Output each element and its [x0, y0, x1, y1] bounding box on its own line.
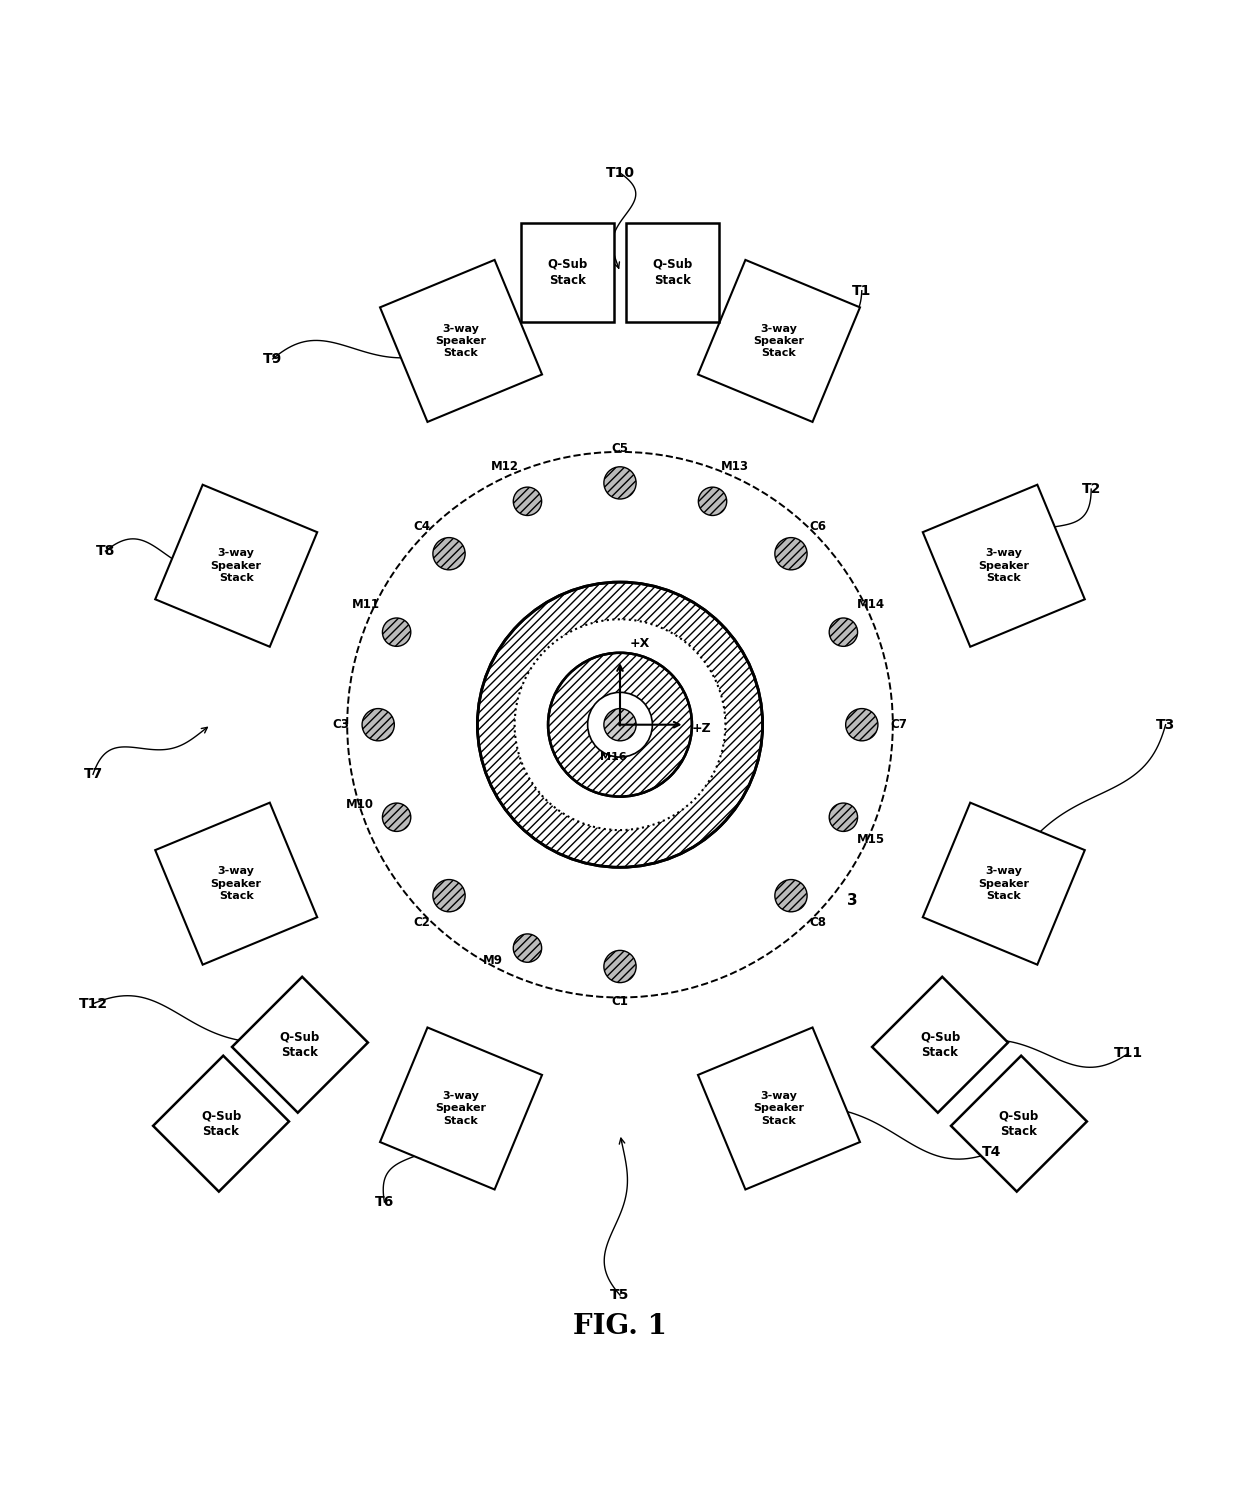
- Text: M16: M16: [600, 752, 627, 761]
- Polygon shape: [923, 802, 1085, 965]
- Polygon shape: [232, 977, 368, 1112]
- Text: T6: T6: [374, 1195, 394, 1210]
- Text: T11: T11: [1114, 1046, 1143, 1060]
- Circle shape: [604, 466, 636, 499]
- Text: M12: M12: [491, 460, 520, 474]
- Text: Q-Sub
Stack: Q-Sub Stack: [652, 258, 693, 286]
- Text: C2: C2: [413, 916, 430, 929]
- Circle shape: [382, 618, 410, 646]
- Polygon shape: [872, 977, 1008, 1112]
- Polygon shape: [379, 1027, 542, 1190]
- Text: Q-Sub
Stack: Q-Sub Stack: [201, 1109, 241, 1138]
- Text: FIG. 1: FIG. 1: [573, 1313, 667, 1340]
- Text: M9: M9: [482, 953, 502, 967]
- Polygon shape: [155, 802, 317, 965]
- Circle shape: [433, 538, 465, 570]
- Circle shape: [513, 487, 542, 516]
- Text: +Z: +Z: [692, 723, 712, 735]
- Text: T8: T8: [95, 544, 115, 558]
- Text: T9: T9: [263, 352, 283, 366]
- Polygon shape: [923, 484, 1085, 646]
- Text: 3-way
Speaker
Stack: 3-way Speaker Stack: [435, 324, 486, 358]
- Circle shape: [604, 709, 636, 741]
- Text: T7: T7: [83, 767, 103, 781]
- Text: +X: +X: [630, 637, 650, 651]
- Text: Q-Sub
Stack: Q-Sub Stack: [280, 1030, 320, 1060]
- Circle shape: [477, 582, 763, 868]
- Text: M15: M15: [857, 833, 884, 845]
- Circle shape: [830, 803, 858, 832]
- Text: C6: C6: [810, 520, 827, 534]
- Circle shape: [515, 619, 725, 830]
- Text: C7: C7: [890, 718, 908, 732]
- Polygon shape: [698, 259, 861, 421]
- Circle shape: [698, 487, 727, 516]
- Polygon shape: [379, 259, 542, 421]
- Text: C3: C3: [332, 718, 350, 732]
- Circle shape: [382, 803, 410, 832]
- Circle shape: [830, 618, 858, 646]
- Polygon shape: [626, 222, 719, 322]
- Text: Q-Sub
Stack: Q-Sub Stack: [999, 1109, 1039, 1138]
- Text: T4: T4: [982, 1145, 1002, 1160]
- Circle shape: [362, 709, 394, 741]
- Polygon shape: [698, 1027, 861, 1190]
- Polygon shape: [951, 1055, 1087, 1192]
- Text: 3-way
Speaker
Stack: 3-way Speaker Stack: [435, 1091, 486, 1126]
- Circle shape: [604, 950, 636, 983]
- Text: C4: C4: [413, 520, 430, 534]
- Text: 3: 3: [847, 892, 858, 907]
- Text: T12: T12: [78, 997, 108, 1010]
- Text: M13: M13: [720, 460, 749, 474]
- Text: 3-way
Speaker
Stack: 3-way Speaker Stack: [754, 324, 805, 358]
- Text: Q-Sub
Stack: Q-Sub Stack: [920, 1030, 960, 1060]
- Circle shape: [513, 934, 542, 962]
- Text: Q-Sub
Stack: Q-Sub Stack: [547, 258, 588, 286]
- Polygon shape: [155, 484, 317, 646]
- Circle shape: [588, 693, 652, 757]
- Circle shape: [775, 538, 807, 570]
- Text: T10: T10: [605, 166, 635, 180]
- Polygon shape: [521, 222, 614, 322]
- Text: 3-way
Speaker
Stack: 3-way Speaker Stack: [978, 866, 1029, 901]
- Text: T3: T3: [1156, 718, 1176, 732]
- Polygon shape: [153, 1055, 289, 1192]
- Text: C1: C1: [611, 995, 629, 1007]
- Circle shape: [433, 880, 465, 911]
- Text: M14: M14: [857, 598, 884, 612]
- Text: 3-way
Speaker
Stack: 3-way Speaker Stack: [978, 549, 1029, 583]
- Text: M10: M10: [346, 799, 373, 811]
- Text: T2: T2: [1081, 483, 1101, 496]
- Text: C5: C5: [611, 442, 629, 454]
- Text: C8: C8: [810, 916, 827, 929]
- Text: M11: M11: [352, 598, 379, 612]
- Circle shape: [846, 709, 878, 741]
- Text: T5: T5: [610, 1288, 630, 1303]
- Text: 3-way
Speaker
Stack: 3-way Speaker Stack: [211, 549, 262, 583]
- Circle shape: [548, 652, 692, 796]
- Circle shape: [775, 880, 807, 911]
- Text: T1: T1: [852, 283, 872, 298]
- Text: 3-way
Speaker
Stack: 3-way Speaker Stack: [754, 1091, 805, 1126]
- Text: 3-way
Speaker
Stack: 3-way Speaker Stack: [211, 866, 262, 901]
